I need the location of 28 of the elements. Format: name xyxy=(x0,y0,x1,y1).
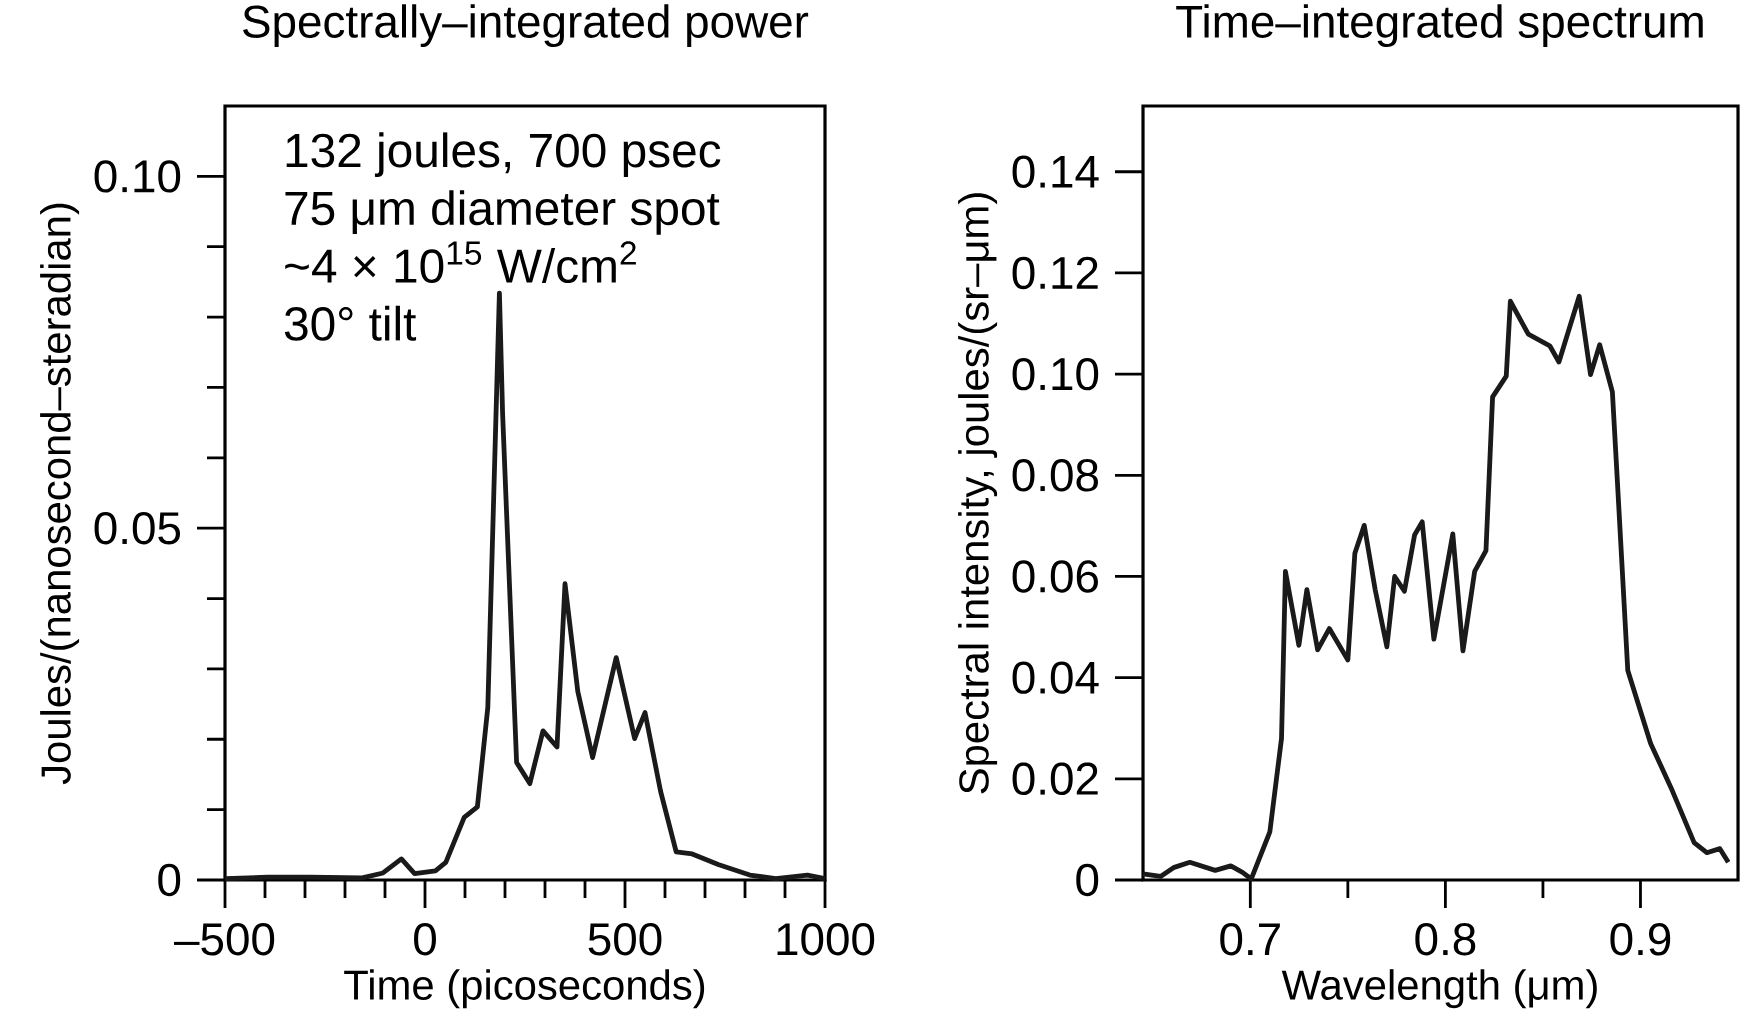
y-tick-label: 0.14 xyxy=(1012,155,1099,188)
annotation: 30° tilt xyxy=(284,305,417,341)
x-tick-label: 500 xyxy=(588,923,662,956)
x-tick-label: –500 xyxy=(174,923,275,956)
x-tick-label: 0.8 xyxy=(1415,923,1476,956)
annotation: ~4 × 10$^{15}$ W/cm$^{2}$ xyxy=(285,241,636,284)
x-axis-title: Wavelength (μm) xyxy=(1281,969,1597,1009)
y-tick-label: 0.10 xyxy=(94,160,181,193)
y-tick-label: 0.05 xyxy=(94,511,181,545)
chart-title: Time–integrated spectrum xyxy=(1176,4,1703,47)
y-tick-label: 0.04 xyxy=(1012,661,1099,694)
y-tick-label: 0.10 xyxy=(1012,357,1099,391)
y-axis-title: Joules/(nanosecond–steradian) xyxy=(40,203,80,785)
annotation: 75 μm diameter spot xyxy=(285,190,720,235)
y-tick-label: 0.12 xyxy=(1012,256,1098,290)
y-tick-label: 0 xyxy=(1076,863,1099,897)
x-tick-label: 0.7 xyxy=(1220,923,1280,956)
chart-title: Spectrally–integrated power xyxy=(243,4,809,47)
y-tick-label: 0.02 xyxy=(1012,762,1098,796)
y-tick-label: 0 xyxy=(158,863,181,897)
x-axis-title: Time (picoseconds) xyxy=(344,969,705,1009)
y-axis-title: Spectral intensity, joules/(sr–μm) xyxy=(958,193,998,794)
x-tick-label: 0 xyxy=(414,923,436,956)
y-tick-label: 0.06 xyxy=(1012,560,1098,593)
y-tick-label: 0.08 xyxy=(1012,459,1098,492)
x-tick-label: 0.9 xyxy=(1610,923,1671,956)
annotation: 132 joules, 700 psec xyxy=(286,132,721,177)
x-tick-label: 1000 xyxy=(777,923,875,956)
